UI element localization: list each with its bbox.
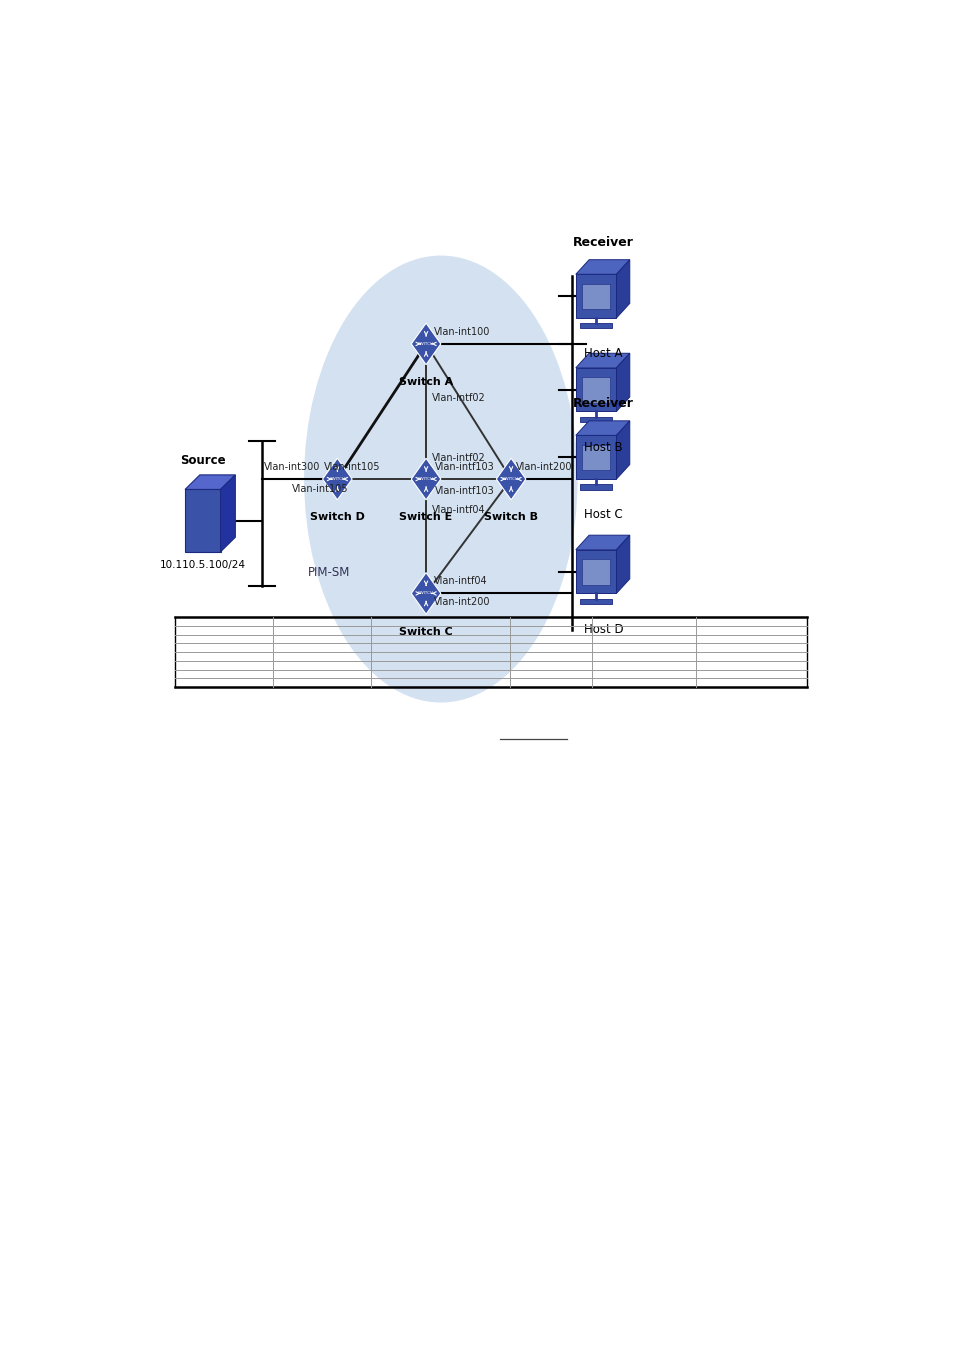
Text: SWITCH: SWITCH — [417, 477, 434, 481]
Text: Vlan-intf04: Vlan-intf04 — [432, 505, 485, 516]
Polygon shape — [579, 485, 612, 490]
Text: Vlan-intf103: Vlan-intf103 — [435, 486, 495, 497]
Text: SWITCH: SWITCH — [417, 342, 434, 346]
Text: Switch C: Switch C — [398, 626, 453, 637]
Text: Receiver: Receiver — [573, 236, 634, 250]
Polygon shape — [576, 535, 629, 549]
Polygon shape — [579, 417, 612, 423]
Text: Vlan-int300: Vlan-int300 — [263, 462, 319, 471]
Polygon shape — [220, 475, 235, 552]
Polygon shape — [411, 572, 440, 614]
Polygon shape — [579, 323, 612, 328]
Text: Switch B: Switch B — [483, 512, 537, 522]
Polygon shape — [576, 436, 616, 479]
Polygon shape — [581, 559, 610, 585]
Text: Vlan-int100: Vlan-int100 — [433, 327, 489, 336]
Text: Vlan-int105: Vlan-int105 — [323, 462, 380, 471]
Polygon shape — [616, 535, 629, 594]
Ellipse shape — [304, 255, 577, 702]
Polygon shape — [185, 475, 235, 490]
Polygon shape — [581, 284, 610, 309]
Text: Vlan-int105: Vlan-int105 — [292, 485, 348, 494]
Polygon shape — [616, 354, 629, 412]
Text: SWITCH: SWITCH — [329, 477, 345, 481]
Text: Vlan-intf04: Vlan-intf04 — [433, 576, 487, 586]
Polygon shape — [496, 458, 525, 500]
Polygon shape — [576, 421, 629, 436]
Text: Switch E: Switch E — [399, 512, 453, 522]
Polygon shape — [579, 598, 612, 603]
Text: Switch D: Switch D — [310, 512, 364, 522]
Text: Host C: Host C — [583, 508, 622, 521]
Bar — [185, 490, 220, 552]
Text: Host B: Host B — [583, 440, 622, 454]
Text: SWITCH: SWITCH — [502, 477, 518, 481]
Text: Receiver: Receiver — [573, 397, 634, 410]
Polygon shape — [576, 274, 616, 319]
Text: Vlan-int200: Vlan-int200 — [433, 597, 490, 606]
Polygon shape — [411, 323, 440, 364]
Text: Source: Source — [180, 454, 225, 467]
Text: Switch A: Switch A — [398, 377, 453, 387]
Polygon shape — [576, 259, 629, 274]
Polygon shape — [581, 446, 610, 470]
Text: PIM-SM: PIM-SM — [308, 566, 350, 579]
Text: Host D: Host D — [583, 622, 622, 636]
Text: Vlan-int200: Vlan-int200 — [516, 462, 572, 471]
Polygon shape — [616, 421, 629, 479]
Text: SWITCH: SWITCH — [417, 591, 434, 595]
Text: Vlan-intf02: Vlan-intf02 — [432, 393, 485, 402]
Text: 10.110.5.100/24: 10.110.5.100/24 — [160, 560, 246, 570]
Text: Host A: Host A — [583, 347, 622, 360]
Polygon shape — [581, 378, 610, 402]
Polygon shape — [576, 367, 616, 412]
Polygon shape — [411, 458, 440, 500]
Polygon shape — [576, 354, 629, 367]
Text: Vlan-intf103: Vlan-intf103 — [435, 462, 495, 471]
Polygon shape — [322, 458, 352, 500]
Polygon shape — [616, 259, 629, 319]
Text: Vlan-intf02: Vlan-intf02 — [432, 454, 485, 463]
Polygon shape — [576, 549, 616, 594]
